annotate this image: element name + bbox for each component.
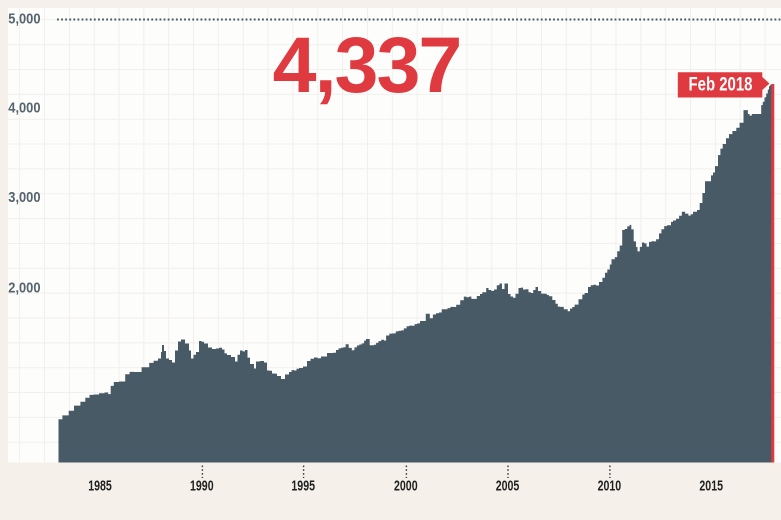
svg-text:2010: 2010 (598, 478, 622, 495)
svg-text:1995: 1995 (291, 478, 315, 495)
svg-text:Feb 2018: Feb 2018 (689, 74, 753, 96)
svg-text:4,000: 4,000 (8, 101, 40, 117)
svg-text:1985: 1985 (88, 478, 112, 495)
svg-text:2,000: 2,000 (8, 281, 40, 297)
svg-text:2000: 2000 (394, 478, 418, 495)
svg-text:2015: 2015 (699, 478, 723, 495)
svg-text:2005: 2005 (496, 478, 520, 495)
svg-text:1990: 1990 (190, 478, 214, 495)
svg-text:3,000: 3,000 (8, 190, 40, 206)
svg-text:4,337: 4,337 (273, 20, 461, 109)
svg-text:5,000: 5,000 (8, 12, 40, 28)
